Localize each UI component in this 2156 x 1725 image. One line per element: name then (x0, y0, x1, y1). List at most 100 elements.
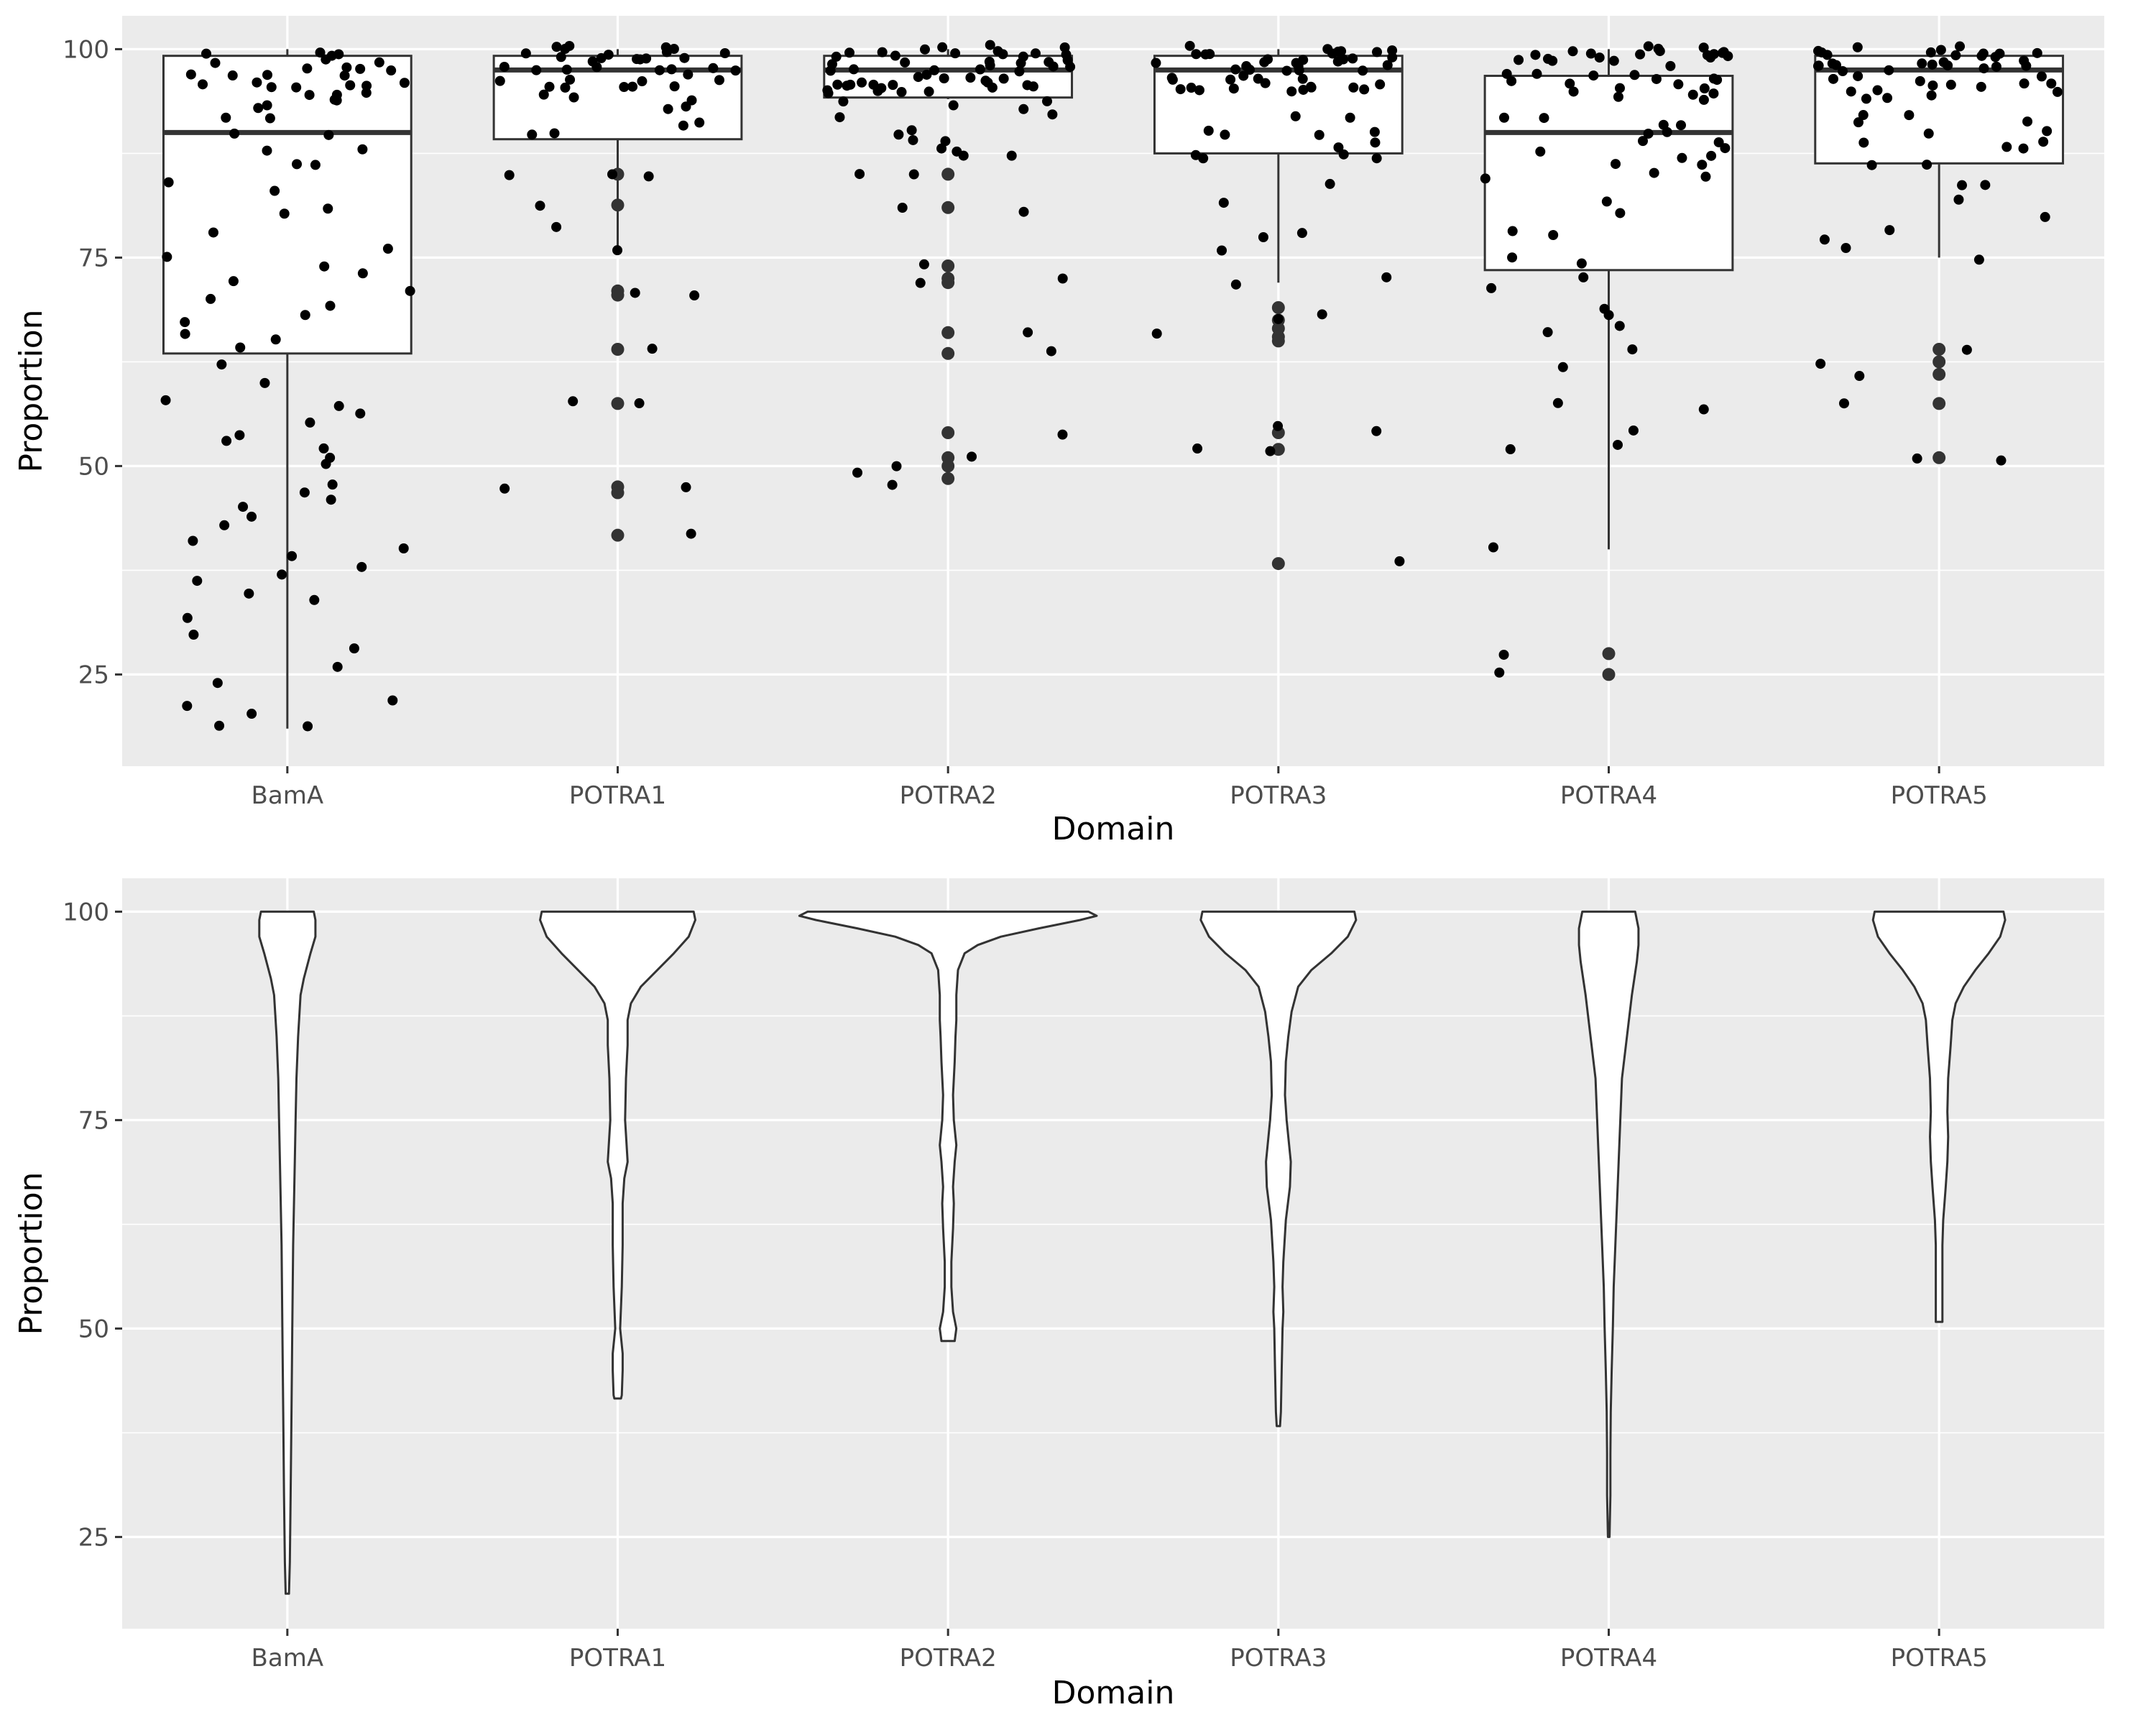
jitter-point (937, 42, 948, 52)
jitter-point (1306, 82, 1317, 93)
jitter-point (1852, 42, 1863, 52)
outlier-point (1932, 451, 1946, 464)
jitter-point (694, 117, 705, 128)
y-axis-ticks: 25 50 75 100 (63, 898, 122, 1552)
jitter-point (1615, 208, 1626, 218)
jitter-point (2052, 86, 2063, 97)
jitter-point (1200, 49, 1211, 60)
jitter-point (291, 82, 302, 93)
jitter-point (619, 82, 630, 93)
jitter-point (1858, 137, 1869, 148)
jitter-point (683, 69, 694, 80)
jitter-point (1677, 152, 1687, 163)
jitter-point (1904, 110, 1915, 121)
jitter-point (679, 52, 690, 63)
outlier-point (611, 288, 625, 302)
jitter-point (1697, 160, 1708, 170)
jitter-point (332, 661, 343, 672)
jitter-point (182, 612, 193, 623)
jitter-point (1194, 85, 1204, 96)
jitter-point (323, 129, 334, 140)
y-tick-label: 100 (63, 898, 109, 926)
jitter-point (1203, 125, 1214, 136)
outlier-point (611, 486, 625, 500)
jitter-point (637, 76, 648, 87)
jitter-point (287, 551, 298, 561)
box-body (1483, 75, 1734, 272)
jitter-point (163, 177, 174, 188)
jitter-point (1627, 344, 1638, 355)
jitter-point (270, 185, 280, 196)
jitter-point (1371, 426, 1382, 436)
jitter-point (1387, 52, 1398, 63)
plot-background (122, 878, 2104, 1629)
jitter-point (1217, 245, 1227, 256)
jitter-point (975, 64, 985, 75)
jitter-point (1531, 68, 1542, 79)
jitter-point (551, 221, 562, 232)
jitter-point (967, 451, 977, 462)
jitter-point (1955, 41, 1966, 52)
jitter-point (1023, 327, 1033, 338)
x-tick-label: POTRA5 (1891, 781, 1988, 810)
jitter-point (1953, 194, 1964, 205)
jitter-point (1006, 150, 1017, 161)
violin-potra3 (1199, 910, 1358, 1427)
jitter-point (681, 101, 691, 112)
jitter-point (998, 73, 1009, 84)
jitter-point (2036, 71, 2047, 82)
jitter-point (1042, 96, 1053, 106)
outlier-point (1271, 334, 1285, 348)
jitter-point (1649, 167, 1659, 178)
outlier-point (611, 198, 625, 212)
jitter-point (1498, 649, 1509, 660)
jitter-point (852, 467, 863, 478)
jitter-point (1614, 321, 1625, 331)
jitter-point (1375, 79, 1386, 90)
jitter-point (913, 72, 923, 83)
jitter-point (848, 64, 859, 75)
jitter-point (1841, 243, 1851, 254)
jitter-point (1387, 45, 1398, 56)
jitter-point (708, 63, 719, 73)
jitter-point (279, 208, 290, 219)
jitter-point (568, 396, 579, 407)
jitter-point (333, 49, 344, 60)
violin-panel: 25 50 75 100 BamA POTRA1 POTRA2 POTRA3 POTRA4 PO… (13, 878, 2104, 1711)
violin-bama (258, 910, 317, 1595)
jitter-point (1866, 160, 1877, 170)
outlier-point (1602, 668, 1616, 681)
jitter-point (551, 42, 562, 52)
jitter-point (499, 483, 510, 494)
jitter-point (1332, 46, 1343, 57)
jitter-point (1706, 150, 1717, 161)
y-tick-label: 25 (78, 1523, 109, 1552)
jitter-point (1973, 254, 1984, 265)
jitter-point (560, 82, 571, 93)
jitter-point (1884, 225, 1895, 236)
jitter-point (669, 81, 680, 92)
jitter-point (1712, 75, 1723, 86)
x-tick-label: POTRA3 (1230, 1644, 1327, 1673)
jitter-point (1568, 86, 1579, 97)
jitter-point (333, 400, 344, 411)
jitter-point (1286, 86, 1297, 97)
jitter-point (1348, 82, 1359, 93)
jitter-point (1230, 64, 1241, 75)
jitter-point (1603, 310, 1614, 321)
jitter-point (327, 479, 338, 490)
jitter-point (1853, 117, 1864, 128)
jitter-point (1927, 80, 1938, 91)
outlier-point (611, 397, 625, 410)
jitter-point (1653, 43, 1664, 54)
jitter-point (2022, 116, 2033, 127)
jitter-point (908, 169, 919, 180)
jitter-point (188, 630, 199, 640)
jitter-point (357, 268, 368, 279)
jitter-point (1861, 93, 1871, 104)
jitter-point (405, 285, 415, 296)
jitter-point (1535, 146, 1546, 157)
jitter-point (1853, 70, 1864, 81)
jitter-point (1815, 359, 1826, 369)
jitter-point (1314, 129, 1325, 140)
